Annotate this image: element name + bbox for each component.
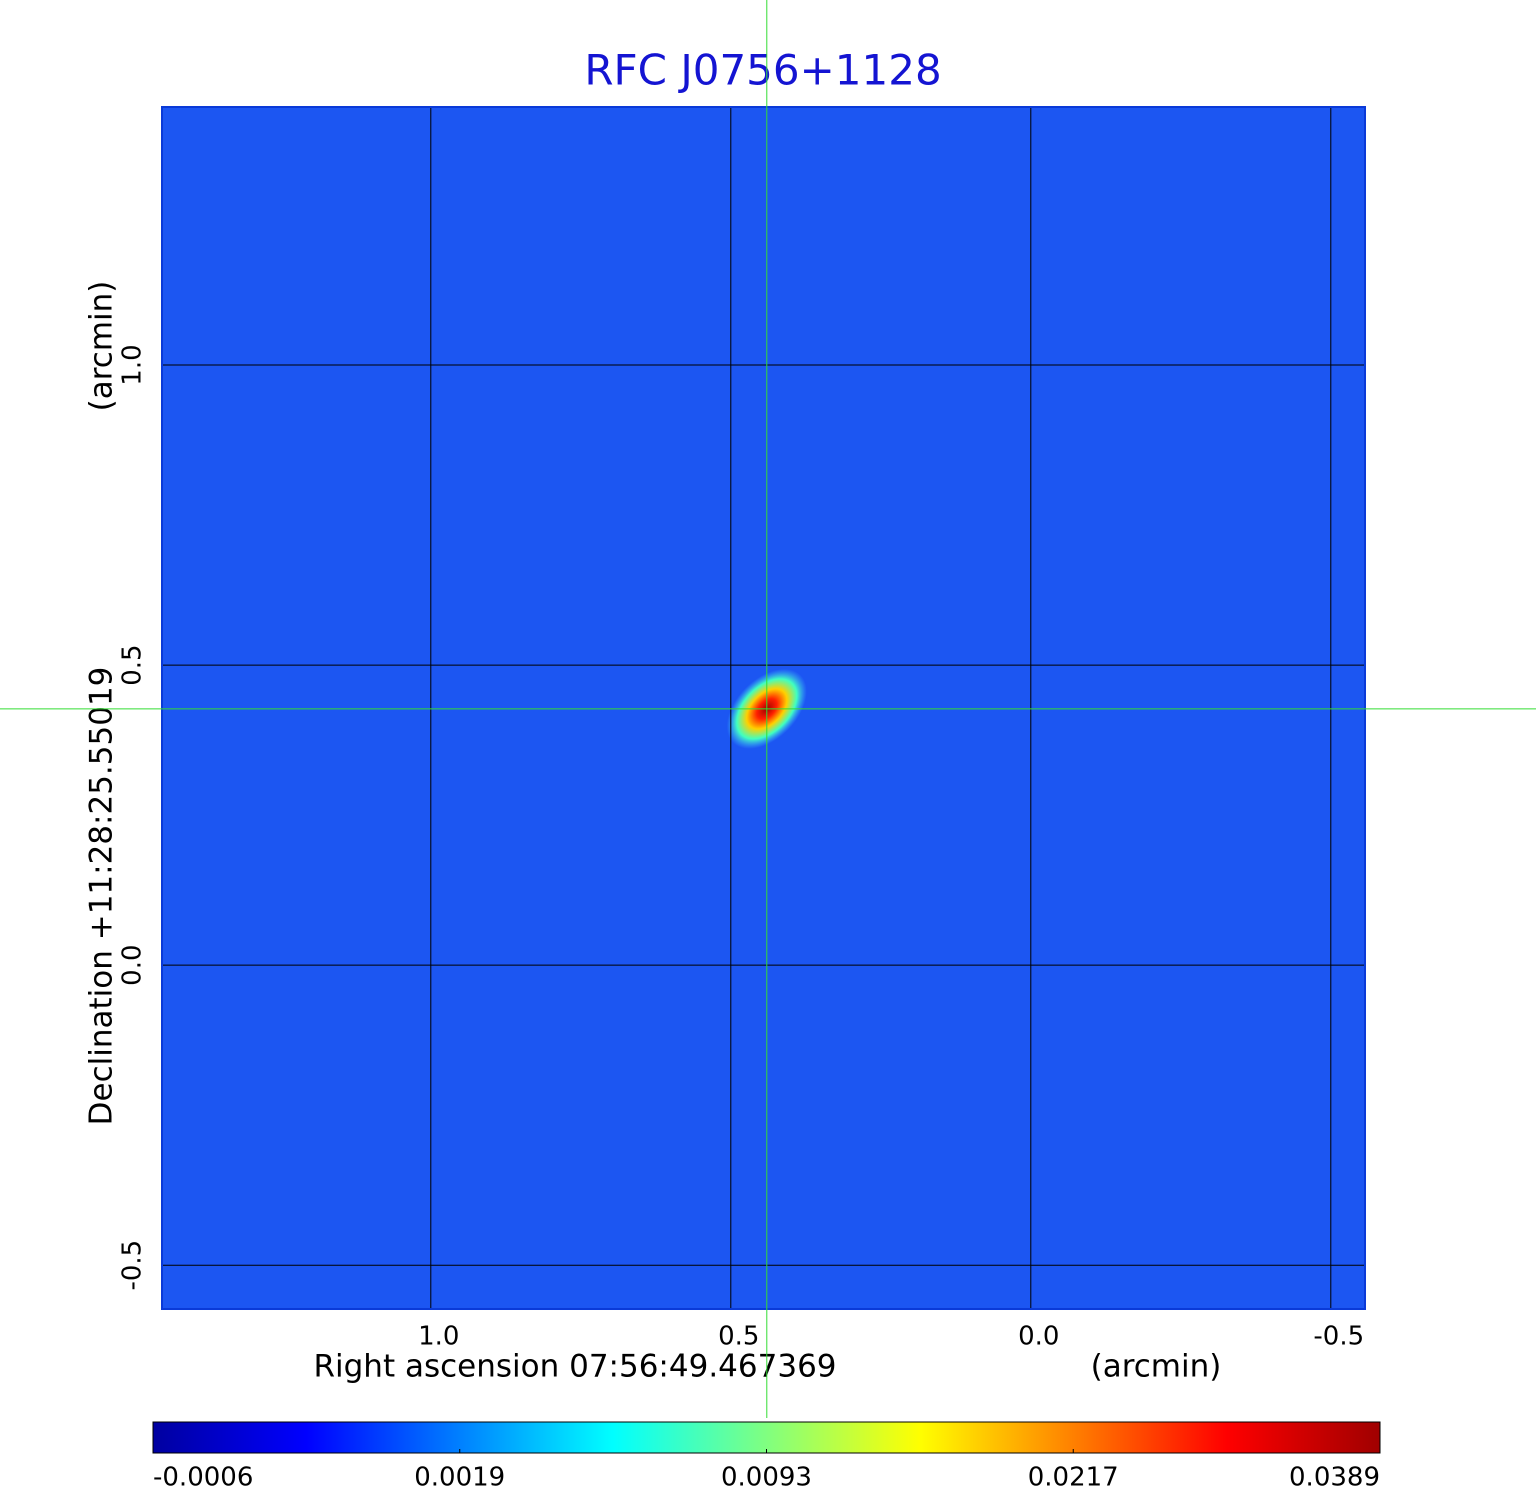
plot-frame (161, 106, 1366, 1310)
colorbar-tick-label: 0.0389 (1289, 1463, 1380, 1493)
x-axis-unit: (arcmin) (1091, 1349, 1222, 1385)
chart-title: RFC J0756+1128 (584, 46, 941, 95)
x-tick-label: 0.5 (718, 1322, 759, 1352)
colorbar (152, 1421, 1381, 1454)
x-tick-label: 0.0 (1018, 1322, 1059, 1352)
colorbar-tick-label: -0.0006 (153, 1463, 253, 1493)
colorbar-tick-label: 0.0217 (1028, 1463, 1119, 1493)
y-axis-label: Declination +11:28:25.55019 (84, 667, 120, 1126)
x-tick-label: -0.5 (1313, 1322, 1364, 1352)
colorbar-tick-label: 0.0019 (414, 1463, 505, 1493)
x-tick-label: 1.0 (418, 1322, 459, 1352)
x-axis-label: Right ascension 07:56:49.467369 (313, 1349, 836, 1385)
y-tick-label: 1.0 (118, 344, 148, 385)
y-tick-label: -0.5 (118, 1240, 148, 1291)
y-tick-label: 0.5 (118, 644, 148, 685)
colorbar-tick-label: 0.0093 (721, 1463, 812, 1493)
y-tick-label: 0.0 (118, 944, 148, 985)
y-axis-unit: (arcmin) (84, 281, 120, 412)
